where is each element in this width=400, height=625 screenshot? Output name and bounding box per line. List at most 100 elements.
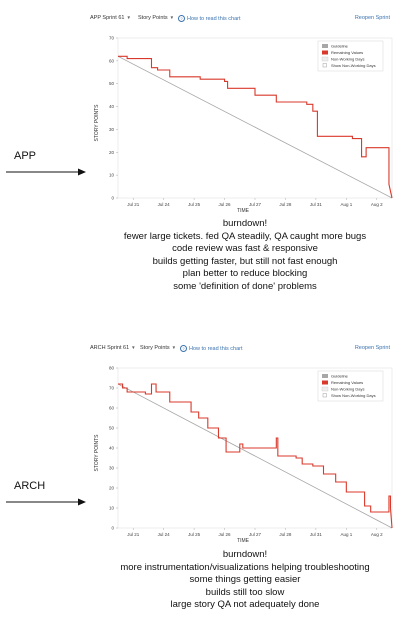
- y-tick-labels: 0 10 20 30 40 50 60 70: [109, 36, 118, 201]
- x-tick-labels: Jul 21 Jul 24 Jul 25 Jul 26 Jul 27 Jul 28 Jul …: [127, 198, 383, 207]
- legend-guideline: Guideline: [331, 374, 349, 379]
- arrow-right-icon: [6, 168, 86, 176]
- note-line: plan better to reduce blocking: [182, 268, 308, 279]
- sprint-selector[interactable]: ARCH Sprint 61 ▼: [90, 345, 136, 351]
- x-tick-label: Aug 1: [340, 532, 352, 537]
- y-tick-labels: 0 10 20 30 40 50 60 70 80: [109, 366, 118, 531]
- help-link[interactable]: ? How to read this chart: [178, 15, 241, 22]
- chart-legend: Guideline Remaining Values Non-Working D…: [317, 370, 384, 402]
- remaining-swatch: [322, 380, 328, 385]
- note-line: some 'definition of done' problems: [173, 280, 317, 292]
- reopen-sprint-link[interactable]: Reopen Sprint: [354, 345, 390, 351]
- legend-nonworking: Non-Working Days: [331, 387, 365, 392]
- note-line: fewer large tickets. fed QA steadily, QA…: [123, 230, 367, 242]
- y-tick-label: 40: [109, 446, 115, 451]
- x-tick-label: Jul 27: [249, 202, 262, 207]
- burndown-chart-app: STORY POINTS TIME 0 10 20 30 40 50 60 70 Jul 21…: [90, 28, 400, 218]
- y-tick-label: 20: [109, 486, 115, 491]
- y-tick-label: 20: [109, 150, 115, 155]
- note-line: burndown!: [222, 218, 268, 229]
- app-panel: APP Sprint 61 ▼ Story Points ▼ ? How to rea…: [0, 0, 400, 300]
- y-tick-label: 40: [109, 104, 115, 109]
- legend-box: [317, 370, 384, 402]
- legend-box: [317, 40, 384, 72]
- chevron-down-icon: ▼: [131, 345, 136, 350]
- show-nonworking-checkbox[interactable]: [322, 63, 327, 68]
- remaining-values-series: [118, 383, 393, 529]
- metric-selector-label: Story Points: [138, 15, 168, 21]
- y-tick-label: 80: [109, 366, 115, 371]
- x-tick-label: Jul 26: [219, 532, 232, 537]
- chart-series: [117, 55, 393, 199]
- x-tick-label: Jul 25: [188, 532, 201, 537]
- legend-remaining: Remaining Values: [331, 380, 363, 385]
- chart-legend: Guideline Remaining Values Non-Working D…: [317, 40, 384, 72]
- metric-selector[interactable]: Story Points ▼: [140, 345, 176, 351]
- app-label-text: APP: [14, 150, 37, 162]
- x-tick-label: Jul 21: [127, 532, 140, 537]
- note-line: large story QA not adequately done: [170, 599, 320, 610]
- x-tick-label: Aug 1: [340, 202, 352, 207]
- sprint-selector[interactable]: APP Sprint 61 ▼: [90, 15, 131, 21]
- x-tick-label: Aug 2: [371, 202, 383, 207]
- y-tick-label: 70: [109, 36, 115, 41]
- nonworking-swatch: [321, 56, 329, 62]
- x-tick-label: Aug 2: [371, 532, 383, 537]
- note-line: builds still too slow: [205, 586, 285, 598]
- question-icon: ?: [178, 15, 185, 22]
- x-tick-label: Jul 26: [219, 202, 232, 207]
- y-axis-label: STORY POINTS: [94, 434, 100, 472]
- x-tick-label: Jul 31: [310, 202, 323, 207]
- nonworking-swatch: [321, 386, 329, 392]
- note-line: more instrumentation/visualizations help…: [120, 561, 370, 573]
- chevron-down-icon: ▼: [126, 15, 131, 20]
- y-tick-label: 70: [109, 386, 115, 391]
- help-link[interactable]: ? How to read this chart: [180, 345, 243, 352]
- sprint-selector-label: ARCH Sprint 61: [90, 345, 130, 351]
- arch-notes: burndown! more instrumentation/visualiza…: [90, 549, 400, 612]
- reopen-sprint-link[interactable]: Reopen Sprint: [354, 15, 390, 21]
- y-tick-label: 30: [109, 127, 115, 132]
- y-tick-label: 50: [109, 426, 115, 431]
- x-tick-label: Jul 31: [310, 532, 323, 537]
- x-tick-label: Jul 28: [279, 532, 292, 537]
- show-nonworking-checkbox[interactable]: [322, 393, 327, 398]
- chevron-down-icon: ▼: [169, 15, 175, 20]
- x-tick-label: Jul 27: [249, 532, 262, 537]
- guideline-series: [117, 383, 393, 529]
- note-line: burndown!: [222, 549, 268, 560]
- chevron-down-icon: ▼: [171, 345, 177, 350]
- note-line: some things getting easier: [189, 574, 301, 585]
- remaining-values-series: [118, 55, 393, 199]
- help-link-label: How to read this chart: [189, 345, 243, 352]
- x-tick-label: Jul 24: [158, 532, 171, 537]
- x-tick-label: Jul 28: [279, 202, 292, 207]
- note-line: builds getting faster, but still not fas…: [152, 255, 338, 267]
- arch-label-text: ARCH: [14, 480, 46, 492]
- y-tick-label: 10: [109, 506, 115, 511]
- guideline-swatch: [322, 374, 328, 378]
- chart-toolbar: ARCH Sprint 61 ▼ Story Points ▼ ? How to re…: [90, 342, 390, 356]
- chart-series: [117, 383, 393, 529]
- x-axis-label: TIME: [237, 208, 250, 214]
- y-tick-label: 0: [111, 526, 114, 531]
- legend-remaining: Remaining Values: [331, 50, 363, 55]
- legend-show-nonworking: Show Non-Working Days: [331, 63, 376, 68]
- question-icon: ?: [180, 345, 187, 352]
- arrow-right-icon: [6, 498, 86, 506]
- legend-guideline: Guideline: [331, 44, 349, 49]
- x-tick-label: Jul 21: [127, 202, 140, 207]
- metric-selector-label: Story Points: [140, 345, 170, 351]
- y-tick-label: 50: [109, 81, 115, 86]
- chart-toolbar: APP Sprint 61 ▼ Story Points ▼ ? How to rea…: [90, 12, 390, 26]
- guideline-swatch: [322, 44, 328, 48]
- metric-selector[interactable]: Story Points ▼: [138, 15, 174, 21]
- y-tick-label: 60: [109, 58, 115, 63]
- x-axis-label: TIME: [237, 538, 250, 544]
- app-notes: burndown! fewer large tickets. fed QA st…: [90, 218, 400, 293]
- legend-show-nonworking: Show Non-Working Days: [331, 393, 376, 398]
- arch-panel: ARCH Sprint 61 ▼ Story Points ▼ ? How to re…: [0, 330, 400, 625]
- x-tick-label: Jul 24: [158, 202, 171, 207]
- note-line: code review was fast & responsive: [172, 243, 318, 254]
- y-tick-label: 30: [109, 466, 115, 471]
